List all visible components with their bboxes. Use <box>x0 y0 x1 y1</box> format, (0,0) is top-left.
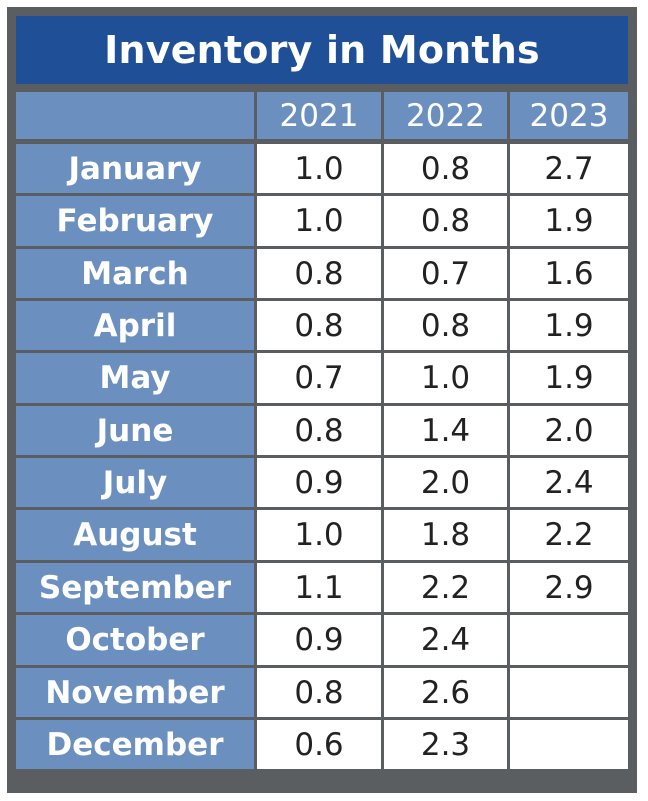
value-cell: 0.8 <box>257 406 381 455</box>
value-cell: 2.0 <box>510 406 628 455</box>
empty-cell <box>510 720 628 769</box>
value-cell: 2.9 <box>510 563 628 612</box>
value-cell: 0.7 <box>257 353 381 403</box>
column-header: 2023 <box>510 92 628 139</box>
value-cell: 1.9 <box>510 196 628 246</box>
empty-cell <box>510 668 628 717</box>
header-corner <box>16 92 254 139</box>
empty-cell <box>510 615 628 665</box>
value-cell: 0.9 <box>257 615 381 665</box>
row-label: October <box>16 615 254 665</box>
value-cell: 1.9 <box>510 353 628 403</box>
inventory-table: 2021 2022 2023 January 1.0 0.8 2.7 February 1.0 0… <box>16 92 628 784</box>
value-cell: 0.8 <box>257 249 381 298</box>
value-cell: 0.9 <box>257 458 381 507</box>
value-cell: 1.0 <box>257 196 381 246</box>
row-label: February <box>16 196 254 246</box>
value-cell: 1.0 <box>384 353 507 403</box>
value-cell: 2.4 <box>384 615 507 665</box>
value-cell: 2.2 <box>510 510 628 560</box>
row-label: June <box>16 406 254 455</box>
table-title: Inventory in Months <box>16 16 628 84</box>
column-header: 2022 <box>384 92 507 139</box>
value-cell: 2.4 <box>510 458 628 507</box>
value-cell: 2.7 <box>510 144 628 193</box>
value-cell: 2.3 <box>384 720 507 769</box>
value-cell: 0.8 <box>257 301 381 350</box>
value-cell: 1.9 <box>510 301 628 350</box>
value-cell: 0.8 <box>384 301 507 350</box>
row-label: April <box>16 301 254 350</box>
value-cell: 1.4 <box>384 406 507 455</box>
value-cell: 1.1 <box>257 563 381 612</box>
row-label: November <box>16 668 254 717</box>
value-cell: 1.0 <box>257 144 381 193</box>
value-cell: 1.0 <box>257 510 381 560</box>
value-cell: 1.6 <box>510 249 628 298</box>
value-cell: 0.8 <box>384 144 507 193</box>
value-cell: 0.7 <box>384 249 507 298</box>
value-cell: 0.8 <box>257 668 381 717</box>
value-cell: 0.8 <box>384 196 507 246</box>
row-label: March <box>16 249 254 298</box>
row-label: August <box>16 510 254 560</box>
row-label: May <box>16 353 254 403</box>
value-cell: 2.2 <box>384 563 507 612</box>
value-cell: 1.8 <box>384 510 507 560</box>
value-cell: 2.6 <box>384 668 507 717</box>
row-label: July <box>16 458 254 507</box>
row-label: September <box>16 563 254 612</box>
value-cell: 0.6 <box>257 720 381 769</box>
column-header: 2021 <box>257 92 381 139</box>
row-label: January <box>16 144 254 193</box>
row-label: December <box>16 720 254 769</box>
value-cell: 2.0 <box>384 458 507 507</box>
